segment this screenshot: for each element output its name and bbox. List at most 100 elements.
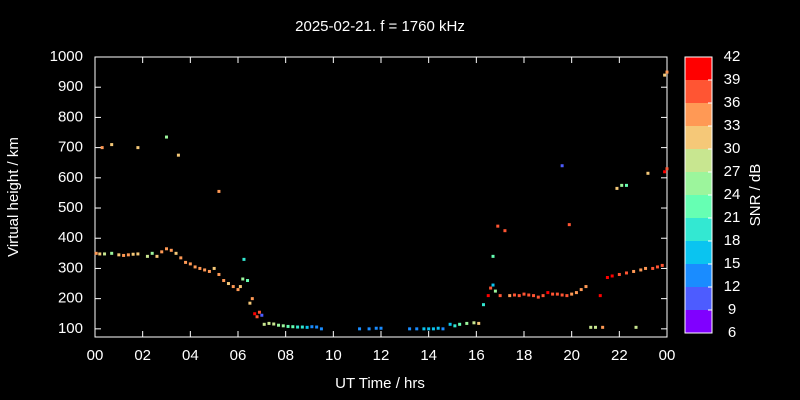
colorbar-band [685,287,712,310]
y-tick-label: 500 [58,199,83,216]
y-tick-label: 100 [58,320,83,337]
point [512,293,516,297]
point [496,224,500,228]
colorbar-band [685,80,712,103]
point [472,321,476,325]
plot-frame [94,56,668,338]
point [574,291,578,295]
point [296,325,300,329]
point [155,254,159,258]
point [498,294,502,298]
point [267,321,271,325]
point [617,272,621,276]
point [415,327,419,331]
point [522,292,526,296]
point [579,288,583,292]
point [250,297,254,301]
point [651,266,655,270]
point [379,326,383,330]
point [610,274,614,278]
y-tick-label: 300 [58,259,83,276]
x-tick-label: 16 [468,347,485,364]
y-tick-label: 700 [58,139,83,156]
point [260,313,264,317]
colorbar-tick-label: 15 [724,255,741,272]
x-tick-label: 02 [134,347,151,364]
point [358,327,362,331]
point [246,279,250,283]
point [491,283,495,287]
point [165,135,168,139]
point [367,327,371,331]
point [503,229,507,233]
point [598,294,602,298]
point [620,183,624,187]
point [126,253,130,257]
point [408,327,412,331]
point [238,285,242,289]
point [374,326,378,330]
point [570,292,574,296]
colorbar-band [685,126,712,149]
point [169,248,173,252]
point [532,294,536,298]
point [94,251,98,255]
colorbar-tick-label: 39 [724,71,741,88]
point [212,266,216,270]
colorbar-band [685,218,712,241]
point [203,268,207,272]
point [226,282,230,286]
point [441,327,445,331]
point [465,321,469,325]
point [117,253,121,257]
point [136,252,140,256]
y-tick-label: 600 [58,169,83,186]
colorbar-tick-label: 42 [724,48,741,65]
point [300,325,304,329]
colorbar-band [685,57,712,80]
point [236,288,240,292]
colorbar-tick-label: 6 [728,324,736,341]
point [481,303,485,307]
point [103,252,107,256]
point [567,223,571,227]
x-tick-label: 08 [277,347,294,364]
point [222,279,226,283]
x-tick-label: 20 [563,347,580,364]
colorbar-band [685,264,712,287]
point [665,167,669,171]
point [98,252,102,256]
point [663,73,667,77]
colorbar-tick-label: 27 [724,163,741,180]
point [188,262,192,266]
x-tick-label: 04 [182,347,199,364]
point [319,327,323,331]
x-tick-label: 12 [373,347,390,364]
point [634,325,638,329]
point [508,294,512,298]
point [145,254,149,258]
point [660,263,664,267]
point [565,294,569,298]
point [150,251,154,255]
point [517,294,521,298]
colorbar-tick-label: 24 [724,186,741,203]
colorbar-tick-label: 36 [724,94,741,111]
point [665,70,669,74]
point [184,260,188,264]
point [541,294,545,298]
colorbar-band [685,103,712,126]
point [644,266,648,270]
point [315,325,319,329]
point [217,189,221,193]
point [489,286,493,290]
point [248,301,252,305]
point [601,325,605,329]
point [594,325,597,329]
point [122,253,126,257]
point [646,171,650,175]
point [615,186,619,190]
x-tick-label: 00 [87,347,104,364]
x-tick-label: 06 [230,347,247,364]
